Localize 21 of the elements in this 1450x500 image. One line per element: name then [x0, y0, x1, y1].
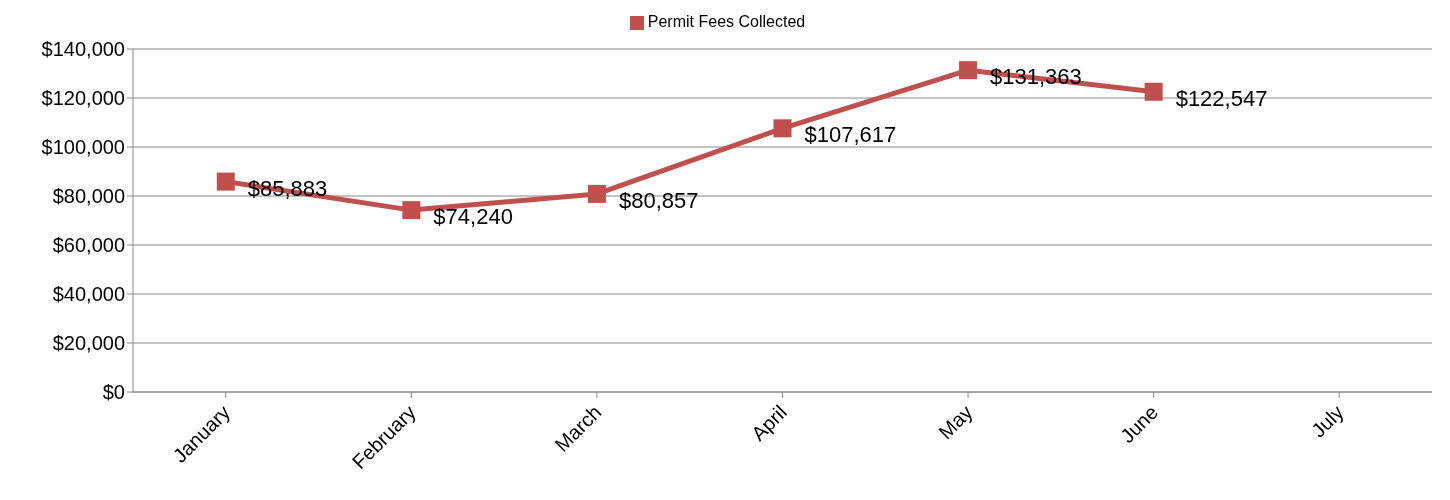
point	[1144, 82, 1163, 101]
y-tick-label: $0	[102, 381, 125, 404]
y-tick-label: $140,000	[41, 38, 125, 61]
y-tick-label: $120,000	[41, 87, 125, 110]
y-tick-label: $20,000	[52, 332, 125, 355]
y-tick-label: $100,000	[41, 136, 125, 159]
data-label: $122,547	[1175, 85, 1268, 111]
y-tick-label: $80,000	[52, 185, 125, 208]
legend-label: Permit Fees Collected	[647, 13, 806, 30]
point	[959, 61, 978, 80]
x-tick-label: May	[934, 400, 977, 444]
y-tick-label: $60,000	[52, 234, 125, 257]
point	[402, 201, 421, 220]
data-label: $107,617	[804, 122, 897, 148]
x-tick-label: July	[1306, 400, 1348, 442]
data-label: $80,857	[618, 187, 699, 213]
y-tick-label: $40,000	[52, 283, 125, 306]
data-label: $74,240	[433, 204, 513, 230]
point	[587, 184, 606, 203]
point	[773, 119, 792, 138]
point	[216, 172, 235, 191]
